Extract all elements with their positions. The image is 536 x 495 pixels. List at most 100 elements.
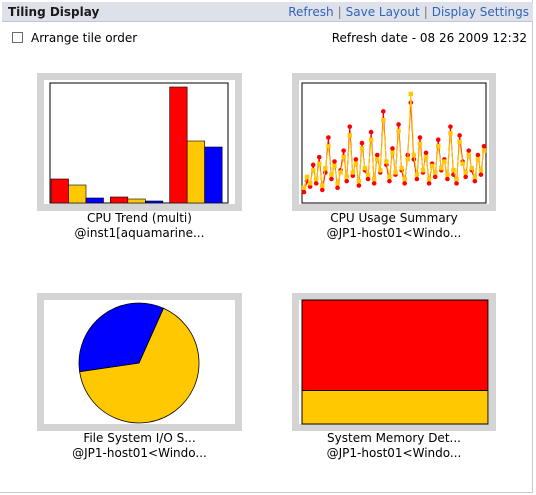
point-1-23 <box>371 181 377 186</box>
point-1-8 <box>326 135 331 140</box>
bar-3-3 <box>204 146 223 204</box>
point-2-47 <box>445 172 450 177</box>
pie-slice-1 <box>79 307 200 424</box>
bar-1-2 <box>110 196 129 204</box>
point-2-0 <box>301 185 307 190</box>
point-1-40 <box>423 150 429 156</box>
point-2-45 <box>439 165 444 171</box>
bar-3-1 <box>85 197 104 204</box>
point-1-21 <box>365 176 371 182</box>
tile-label-line2[interactable]: @JP1-host01<Windo... <box>326 446 462 460</box>
point-2-6 <box>320 183 325 188</box>
page-title: Tiling Display <box>8 5 100 19</box>
arrange-tile-order-checkbox[interactable] <box>12 32 23 43</box>
bar-2-1 <box>68 184 87 204</box>
point-2-40 <box>423 154 429 160</box>
point-1-19 <box>359 140 365 146</box>
point-2-27 <box>384 159 389 164</box>
point-2-46 <box>442 159 447 164</box>
point-1-38 <box>417 135 423 140</box>
point-2-24 <box>375 157 380 162</box>
point-2-7 <box>323 165 328 171</box>
tile-frame[interactable] <box>37 293 242 431</box>
point-2-21 <box>365 172 371 177</box>
point-2-36 <box>411 152 417 158</box>
point-2-10 <box>332 163 337 169</box>
pie-slice-2 <box>78 302 164 373</box>
point-2-39 <box>420 168 426 173</box>
point-1-43 <box>432 174 438 180</box>
point-2-44 <box>436 144 441 149</box>
header-actions: Refresh | Save Layout | Display Settings <box>288 5 529 19</box>
point-1-57 <box>475 152 481 158</box>
point-2-22 <box>368 137 374 142</box>
point-2-25 <box>378 168 383 173</box>
point-2-55 <box>469 165 474 171</box>
point-2-49 <box>451 168 456 173</box>
point-2-58 <box>478 168 484 173</box>
tile-label-line1[interactable]: CPU Trend (multi) <box>87 211 192 225</box>
tile-frame[interactable] <box>37 73 242 211</box>
point-1-51 <box>457 133 462 138</box>
bar-1-3 <box>169 86 188 204</box>
point-1-3 <box>310 162 316 168</box>
arrange-option: Arrange tile order <box>12 31 137 45</box>
link-separator: | <box>337 5 342 19</box>
tile-label-line1[interactable]: CPU Usage Summary <box>330 211 458 225</box>
point-2-59 <box>481 148 487 153</box>
point-1-47 <box>445 176 450 182</box>
bar-2-3 <box>186 140 205 204</box>
bar-2-2 <box>127 198 146 204</box>
point-2-1 <box>304 174 310 180</box>
point-2-9 <box>329 172 334 177</box>
area-layer-1 <box>301 390 489 425</box>
point-1-28 <box>387 178 392 184</box>
point-2-54 <box>466 152 471 158</box>
tile-label-line2[interactable]: @inst1[aquamarine... <box>74 226 205 240</box>
point-2-14 <box>344 174 349 180</box>
point-2-13 <box>341 154 346 160</box>
point-2-31 <box>396 128 401 134</box>
point-2-29 <box>390 150 395 156</box>
cpu-trend-chart <box>49 82 229 204</box>
tile-cpu-usage-summary[interactable]: CPU Usage Summary @JP1-host01<Windo... <box>292 73 496 243</box>
link-separator: | <box>423 5 428 19</box>
tile-label-line2[interactable]: @JP1-host01<Windo... <box>72 446 207 460</box>
save-layout-link[interactable]: Save Layout <box>345 5 420 19</box>
tile-file-system-io[interactable]: File System I/O S... @JP1-host01<Windo..… <box>37 293 242 463</box>
point-1-17 <box>353 157 359 162</box>
tile-frame[interactable] <box>292 293 496 431</box>
point-2-43 <box>432 170 438 175</box>
point-2-50 <box>454 176 459 182</box>
point-1-37 <box>414 176 420 182</box>
tile-label-line1[interactable]: File System I/O S... <box>83 431 196 445</box>
point-2-30 <box>393 170 398 175</box>
point-1-53 <box>463 174 468 180</box>
point-2-33 <box>402 176 407 182</box>
tile-label-line1[interactable]: System Memory Det... <box>327 431 461 445</box>
point-2-42 <box>429 163 435 169</box>
tile-label-line2[interactable]: @JP1-host01<Windo... <box>326 226 462 240</box>
point-1-11 <box>335 185 340 191</box>
tile-cpu-trend[interactable]: CPU Trend (multi) @inst1[aquamarine... <box>37 73 242 243</box>
point-2-19 <box>359 146 365 151</box>
point-1-54 <box>466 148 472 153</box>
point-1-22 <box>368 129 374 135</box>
point-1-9 <box>329 176 334 182</box>
point-1-18 <box>356 183 362 188</box>
point-2-17 <box>353 161 359 166</box>
point-2-3 <box>310 168 316 173</box>
point-1-0 <box>301 189 307 195</box>
point-1-4 <box>313 181 319 186</box>
point-1-5 <box>316 154 322 160</box>
tile-frame[interactable] <box>292 73 496 211</box>
point-1-10 <box>332 159 337 164</box>
point-2-15 <box>347 133 352 138</box>
tile-system-memory[interactable]: System Memory Det... @JP1-host01<Windo..… <box>292 293 496 463</box>
display-settings-link[interactable]: Display Settings <box>431 5 529 19</box>
point-1-6 <box>320 187 325 193</box>
refresh-link[interactable]: Refresh <box>288 5 334 19</box>
point-2-35 <box>408 91 413 97</box>
arrange-tile-order-label[interactable]: Arrange tile order <box>31 31 138 45</box>
point-2-48 <box>448 130 453 136</box>
